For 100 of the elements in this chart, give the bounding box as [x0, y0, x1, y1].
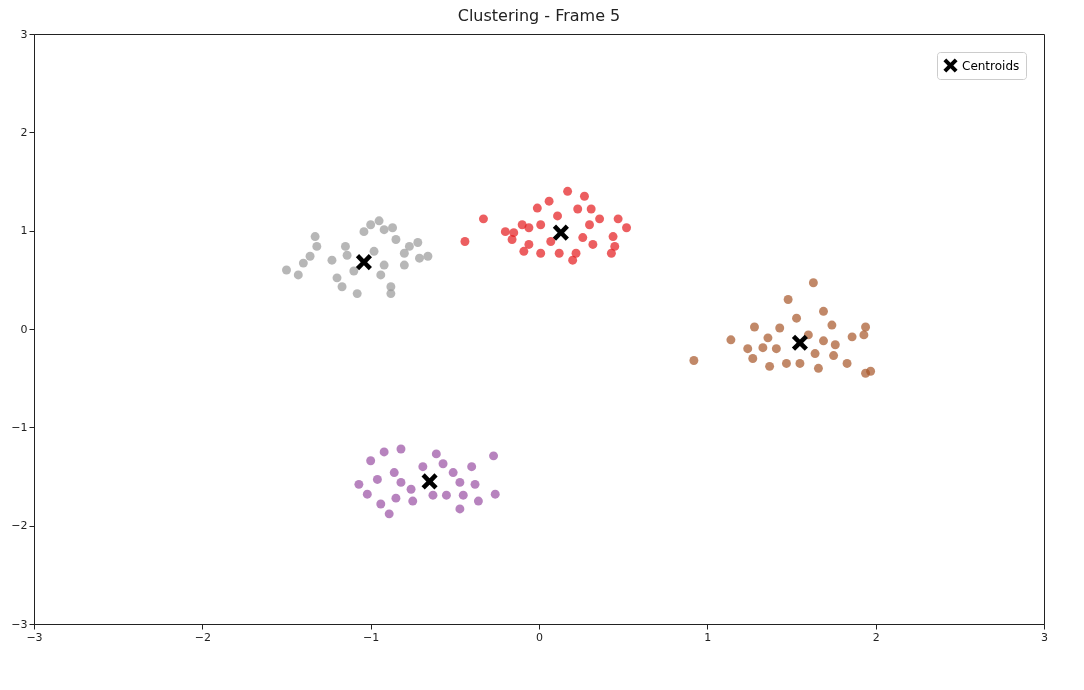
- point: [585, 220, 594, 230]
- y-tick-label: −3: [11, 617, 28, 631]
- point: [861, 322, 871, 332]
- point: [355, 254, 372, 271]
- point: [408, 496, 418, 506]
- point: [396, 477, 406, 487]
- point: [448, 468, 458, 478]
- point: [810, 349, 820, 359]
- point: [305, 251, 315, 261]
- y-tick-label: 3: [20, 27, 28, 41]
- point: [399, 260, 409, 270]
- point: [369, 246, 379, 256]
- y-tick-label: −1: [11, 420, 28, 434]
- point: [421, 473, 438, 490]
- point: [404, 241, 414, 251]
- point: [342, 250, 352, 260]
- point: [332, 273, 342, 283]
- point: [792, 313, 802, 323]
- point: [563, 186, 573, 196]
- point: [467, 462, 477, 472]
- point: [379, 447, 389, 457]
- point: [500, 227, 510, 237]
- point: [293, 270, 303, 280]
- point: [610, 241, 620, 251]
- x-tick-label: −2: [194, 630, 211, 644]
- point: [819, 306, 828, 316]
- point: [386, 289, 396, 299]
- point: [379, 225, 389, 235]
- point: [413, 238, 423, 247]
- point: [352, 289, 362, 299]
- point: [310, 232, 320, 242]
- point: [478, 214, 488, 224]
- point: [842, 358, 852, 368]
- point: [399, 248, 409, 258]
- point: [819, 336, 828, 346]
- point: [827, 320, 837, 330]
- y-tick-label: 1: [20, 224, 28, 238]
- point: [568, 255, 578, 265]
- point: [795, 358, 805, 368]
- point: [374, 216, 384, 226]
- point: [423, 251, 433, 261]
- point: [573, 204, 583, 214]
- point: [859, 330, 869, 340]
- point: [519, 246, 529, 256]
- point: [749, 322, 759, 332]
- point: [349, 266, 359, 276]
- point: [458, 490, 468, 500]
- x-tick-label: −1: [363, 630, 380, 644]
- point: [473, 496, 483, 506]
- legend-label: Centroids: [962, 58, 1020, 73]
- point: [571, 248, 581, 258]
- point: [726, 335, 736, 345]
- point: [415, 253, 424, 263]
- point: [866, 366, 876, 376]
- point: [366, 456, 376, 466]
- point: [327, 255, 337, 265]
- point: [376, 270, 386, 280]
- y-tick-label: 0: [20, 322, 28, 336]
- x-tick-label: 1: [704, 630, 712, 644]
- point: [391, 493, 401, 503]
- x-tick-label: 3: [1041, 630, 1048, 644]
- point: [460, 237, 470, 246]
- point: [622, 223, 632, 233]
- point: [384, 509, 394, 519]
- chart-title: Clustering - Frame 5: [457, 6, 621, 25]
- point: [455, 504, 465, 514]
- point: [298, 258, 308, 268]
- point: [552, 224, 569, 241]
- point: [532, 203, 542, 213]
- point: [783, 295, 793, 304]
- point: [441, 490, 451, 500]
- point: [791, 334, 808, 351]
- point: [362, 489, 372, 499]
- point: [808, 278, 818, 288]
- point: [588, 239, 598, 249]
- point: [781, 358, 791, 368]
- point: [431, 449, 441, 459]
- point: [312, 241, 322, 251]
- point: [391, 235, 401, 244]
- point: [490, 489, 500, 499]
- point: [829, 351, 839, 361]
- point: [554, 248, 564, 258]
- point: [830, 340, 840, 350]
- point: [489, 451, 499, 461]
- point: [743, 344, 753, 354]
- point: [544, 196, 554, 206]
- point: [509, 228, 519, 238]
- point: [813, 363, 823, 373]
- point: [775, 323, 785, 333]
- point: [579, 191, 589, 201]
- point: [586, 204, 596, 214]
- point: [689, 356, 699, 365]
- point: [366, 220, 376, 230]
- point: [340, 241, 350, 251]
- x-tick-label: 0: [536, 630, 543, 644]
- point: [546, 237, 556, 246]
- point: [438, 459, 448, 469]
- point: [455, 477, 465, 487]
- point: [282, 265, 291, 275]
- y-tick-label: −2: [11, 519, 28, 533]
